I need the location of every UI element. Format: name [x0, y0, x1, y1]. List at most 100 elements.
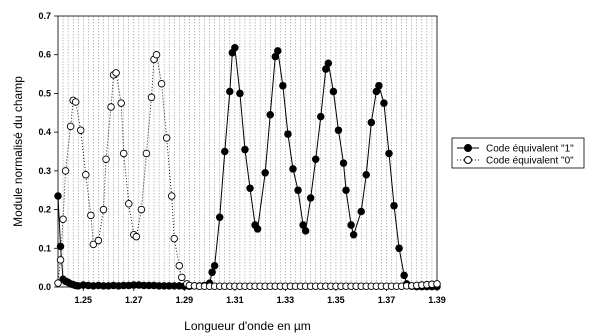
data-point-open [117, 99, 125, 107]
data-point-filled [385, 149, 393, 158]
data-point-filled [367, 118, 376, 127]
data-point-open [59, 215, 67, 223]
data-point-filled [342, 186, 350, 194]
data-point-filled [349, 230, 358, 239]
x-tick-label: 1.27 [125, 295, 143, 305]
data-point-open [61, 167, 70, 175]
data-point-filled [362, 170, 371, 179]
data-point-open [175, 261, 184, 270]
data-point-filled [324, 59, 333, 67]
data-point-open [99, 205, 108, 214]
data-point-filled [246, 184, 254, 193]
data-point-filled [208, 268, 216, 277]
data-point-open [71, 98, 80, 106]
x-tick-label: 1.31 [226, 295, 244, 305]
data-point-filled [253, 225, 262, 233]
data-point-open [107, 103, 115, 111]
x-tick-label: 1.29 [176, 295, 194, 305]
data-point-filled [56, 242, 65, 251]
data-point-filled [261, 169, 269, 177]
y-tick-label: 0.7 [38, 11, 51, 21]
data-point-open [170, 234, 178, 243]
data-point-filled [284, 130, 292, 138]
x-tick-label: 1.37 [378, 295, 396, 305]
data-point-filled [289, 165, 297, 173]
y-tick-label: 0.5 [38, 88, 51, 98]
data-point-filled [329, 87, 338, 96]
data-point-filled [279, 81, 287, 90]
y-tick-label: 0.6 [38, 50, 51, 60]
data-point-filled [306, 194, 315, 202]
x-tick-label: 1.35 [327, 295, 345, 305]
data-point-filled [400, 271, 408, 280]
data-point-open [94, 236, 103, 245]
x-tick-label: 1.33 [277, 295, 295, 305]
data-point-open [102, 155, 110, 163]
data-point-open [137, 205, 146, 214]
data-point-filled [339, 159, 348, 167]
data-point-open [132, 232, 141, 241]
vertical-grid [57, 16, 438, 287]
data-point-open [66, 122, 75, 131]
series-layer [54, 44, 441, 291]
data-point-open [119, 149, 128, 158]
data-point-filled [215, 213, 224, 222]
data-point-filled [301, 227, 310, 235]
y-tick-label: 0.3 [38, 166, 51, 176]
data-point-open [178, 273, 186, 282]
legend-label-series-2: Code équivalent "0" [486, 156, 574, 167]
legend-marker-series-1 [464, 144, 472, 152]
data-point-filled [311, 155, 320, 163]
y-axis-label: Module normalisé du champ [11, 76, 25, 227]
data-point-filled [380, 99, 388, 107]
y-axis: 0.0 0.1 0.2 0.3 0.4 0.5 0.6 0.7 [38, 11, 58, 292]
y-tick-label: 0.0 [38, 282, 51, 292]
y-tick-label: 0.2 [38, 205, 51, 215]
data-point-filled [221, 147, 229, 156]
y-tick-label: 0.1 [38, 243, 51, 253]
data-point-open [87, 211, 95, 220]
data-point-open [152, 50, 161, 59]
data-point-open [76, 126, 85, 134]
data-point-open [157, 79, 166, 88]
data-point-filled [236, 89, 244, 98]
data-point-filled [241, 145, 249, 154]
data-point-open [167, 192, 176, 200]
data-point-open [433, 280, 441, 288]
x-axis-label: Longueur d'onde en µm [184, 319, 311, 333]
legend-box [451, 137, 585, 169]
x-tick-label: 1.39 [428, 295, 446, 305]
data-point-open [124, 200, 133, 208]
series-1 [54, 44, 441, 291]
legend-label-series-1: Code équivalent "1" [486, 144, 574, 155]
data-point-open [54, 279, 62, 287]
x-axis: 1.25 1.27 1.29 1.31 1.33 1.35 1.37 1.39 [75, 287, 446, 305]
legend: Code équivalent "1" Code équivalent "0" [451, 137, 585, 169]
data-point-open [142, 149, 151, 158]
data-point-filled [226, 87, 234, 96]
data-point-open [56, 256, 65, 264]
data-point-filled [294, 186, 302, 194]
data-point-filled [390, 201, 398, 210]
series-2 [54, 50, 441, 290]
x-tick-label: 1.25 [75, 295, 93, 305]
data-point-filled [347, 221, 355, 229]
data-point-filled [210, 261, 219, 270]
data-point-filled [375, 81, 383, 90]
data-point-filled [334, 126, 343, 134]
data-point-filled [317, 112, 325, 121]
legend-marker-series-2 [464, 156, 472, 164]
data-point-open [89, 240, 98, 249]
data-point-filled [274, 47, 282, 55]
data-point-filled [357, 207, 365, 216]
y-tick-label: 0.4 [38, 127, 51, 137]
data-point-filled [266, 110, 274, 119]
data-point-filled [54, 192, 62, 200]
data-point-filled [231, 44, 239, 52]
data-point-filled [395, 244, 403, 253]
data-point-open [162, 134, 171, 142]
data-point-open [147, 93, 156, 102]
data-point-open [82, 170, 90, 179]
data-point-open [112, 69, 120, 77]
